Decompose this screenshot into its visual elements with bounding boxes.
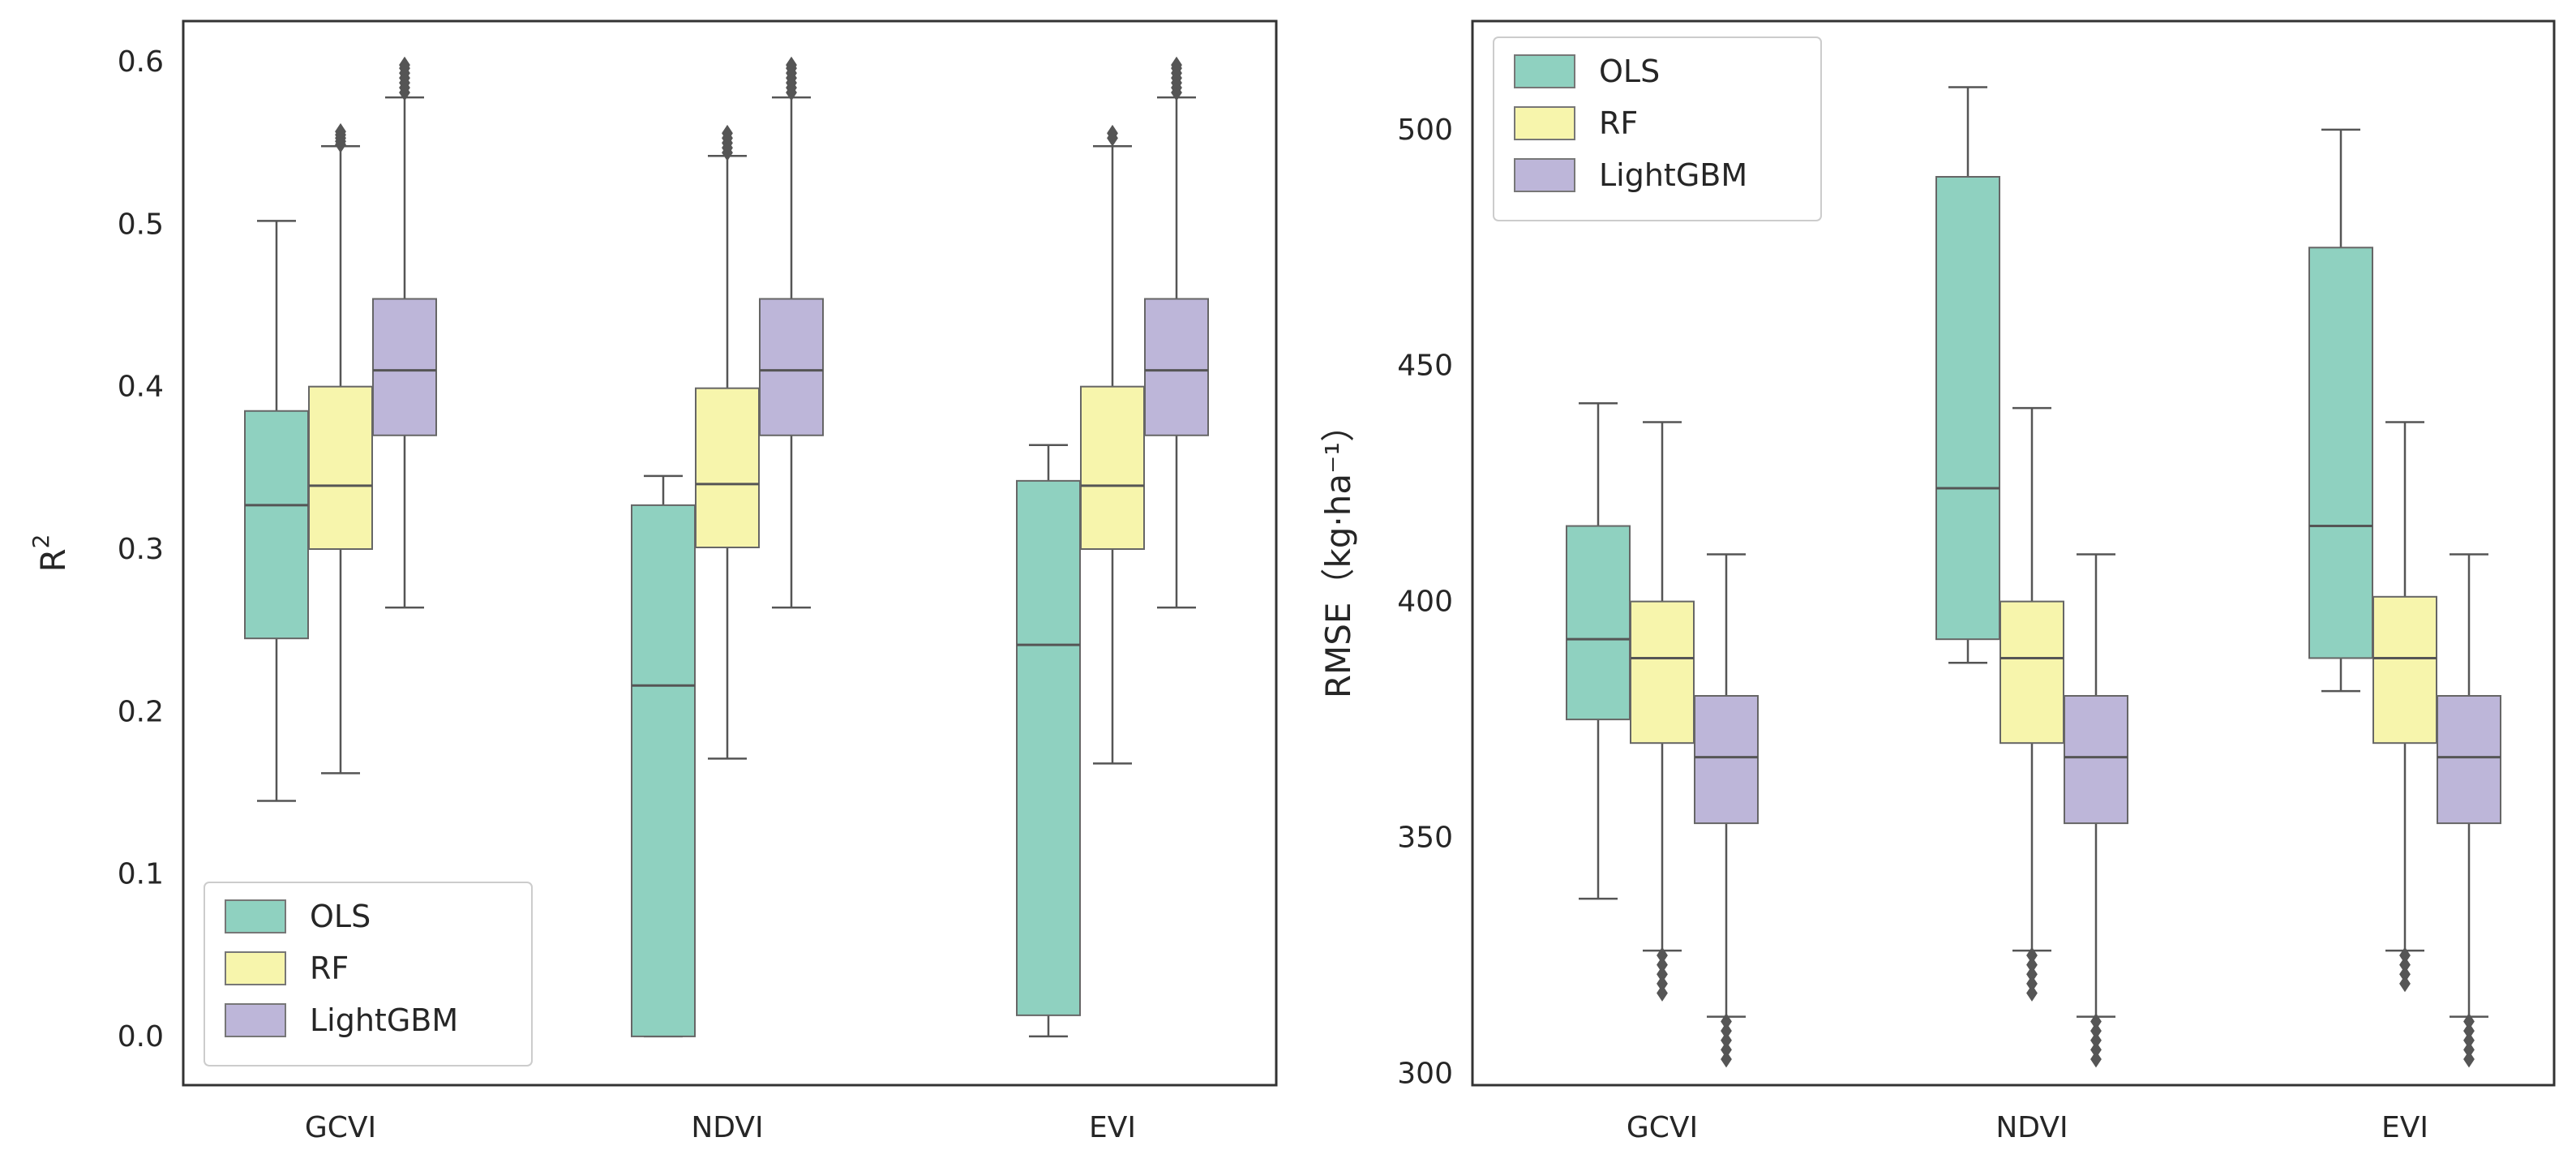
box-iqr (2437, 695, 2501, 825)
box-iqr (759, 298, 824, 436)
y-tick-label: 0.3 (118, 533, 164, 566)
legend-swatch-lightgbm (1514, 158, 1575, 192)
outlier-point (2026, 985, 2038, 1002)
y-tick-label: 300 (1397, 1057, 1453, 1090)
y-tick-label: 0.6 (118, 45, 164, 79)
outlier-point (1107, 124, 1118, 142)
legend-swatch-rf (225, 951, 286, 985)
box-iqr (1080, 385, 1145, 550)
legend-swatch-ols (1514, 54, 1575, 88)
box-iqr (1630, 600, 1695, 745)
x-tick-label: NDVI (1995, 1111, 2068, 1144)
legend-label-ols: OLS (1599, 54, 1660, 89)
legend-label-lightgbm: LightGBM (1599, 157, 1747, 193)
y-tick-label: 350 (1397, 822, 1453, 855)
box-iqr (1016, 479, 1081, 1016)
x-tick-label: NDVI (691, 1111, 763, 1144)
outlier-point (2090, 1050, 2102, 1068)
outlier-point (335, 122, 346, 140)
box-iqr (695, 387, 760, 548)
box-iqr (2064, 695, 2128, 825)
legend-swatch-rf (1514, 106, 1575, 140)
r2-boxplot-panel: 0.0 0.1 0.2 0.3 0.4 0.5 0.6 GCVI NDVI EVI R2 OLS RF L… (28, 19, 1278, 1144)
box-iqr (1566, 525, 1631, 721)
y-tick-label: 0.0 (118, 1020, 164, 1054)
box-lightgbm-gcvi (372, 56, 437, 609)
y-tick-label: 0.1 (118, 858, 164, 891)
box-iqr (631, 504, 696, 1037)
legend: OLS RF LightGBM (204, 882, 533, 1066)
box-iqr (2308, 247, 2373, 659)
outlier-point (1657, 985, 1668, 1002)
legend-swatch-lightgbm (225, 1003, 286, 1037)
box-lightgbm-ndvi (759, 56, 824, 609)
legend-label-rf: RF (310, 951, 349, 986)
x-tick-label: GCVI (1627, 1111, 1698, 1144)
box-ols-ndvi (1935, 86, 2000, 664)
y-tick-label: 0.4 (118, 371, 164, 404)
outlier-point (2399, 975, 2411, 993)
box-iqr (2000, 600, 2064, 745)
y-tick-label: 500 (1397, 114, 1453, 147)
box-ols-gcvi (1566, 402, 1631, 900)
outlier-point (1721, 1050, 1732, 1068)
box-iqr (372, 298, 437, 436)
legend-label-ols: OLS (310, 899, 371, 934)
legend-label-rf: RF (1599, 105, 1638, 141)
outlier-point (1171, 56, 1182, 74)
box-rf-gcvi (308, 122, 373, 775)
x-tick-label: EVI (2381, 1111, 2428, 1144)
box-lightgbm-evi (2437, 553, 2501, 1068)
y-tick-label: 400 (1397, 586, 1453, 619)
x-tick-label: GCVI (305, 1111, 376, 1144)
y-tick-label: 0.5 (118, 208, 164, 241)
box-iqr (244, 410, 309, 640)
rmse-boxplot-panel: 300 350 400 450 500 GCVI NDVI EVI RMSE（kg·ha⁻¹） O… (1318, 19, 2556, 1144)
legend: OLS RF LightGBM (1493, 36, 1822, 221)
box-rf-evi (2372, 421, 2437, 993)
box-lightgbm-evi (1144, 56, 1209, 609)
box-ols-gcvi (244, 220, 309, 802)
y-tick-label: 0.2 (118, 695, 164, 728)
box-rf-ndvi (695, 124, 760, 760)
box-iqr (308, 385, 373, 550)
legend-label-lightgbm: LightGBM (310, 1002, 458, 1038)
outlier-point (786, 56, 797, 74)
box-iqr (1694, 695, 1759, 825)
box-iqr (2372, 595, 2437, 745)
box-rf-gcvi (1630, 421, 1695, 1002)
plot-frame (1471, 19, 2556, 1087)
y-axis-title: R2 (28, 534, 73, 572)
legend-swatch-ols (225, 899, 286, 933)
y-axis-title: RMSE（kg·ha⁻¹） (1318, 408, 1358, 698)
outlier-point (722, 124, 733, 142)
box-lightgbm-ndvi (2064, 553, 2128, 1068)
box-lightgbm-gcvi (1694, 553, 1759, 1068)
plot-frame (182, 19, 1278, 1087)
outlier-point (2463, 1050, 2475, 1068)
y-axis-title-superscript: 2 (28, 534, 54, 548)
box-iqr (1935, 176, 2000, 641)
box-ols-evi (1016, 444, 1081, 1038)
box-rf-ndvi (2000, 406, 2064, 1002)
box-rf-evi (1080, 124, 1145, 765)
box-ols-evi (2308, 128, 2373, 693)
box-iqr (1144, 298, 1209, 436)
x-tick-label: EVI (1089, 1111, 1136, 1144)
box-ols-ndvi (631, 474, 696, 1038)
y-tick-label: 450 (1397, 350, 1453, 383)
outlier-point (399, 56, 410, 74)
